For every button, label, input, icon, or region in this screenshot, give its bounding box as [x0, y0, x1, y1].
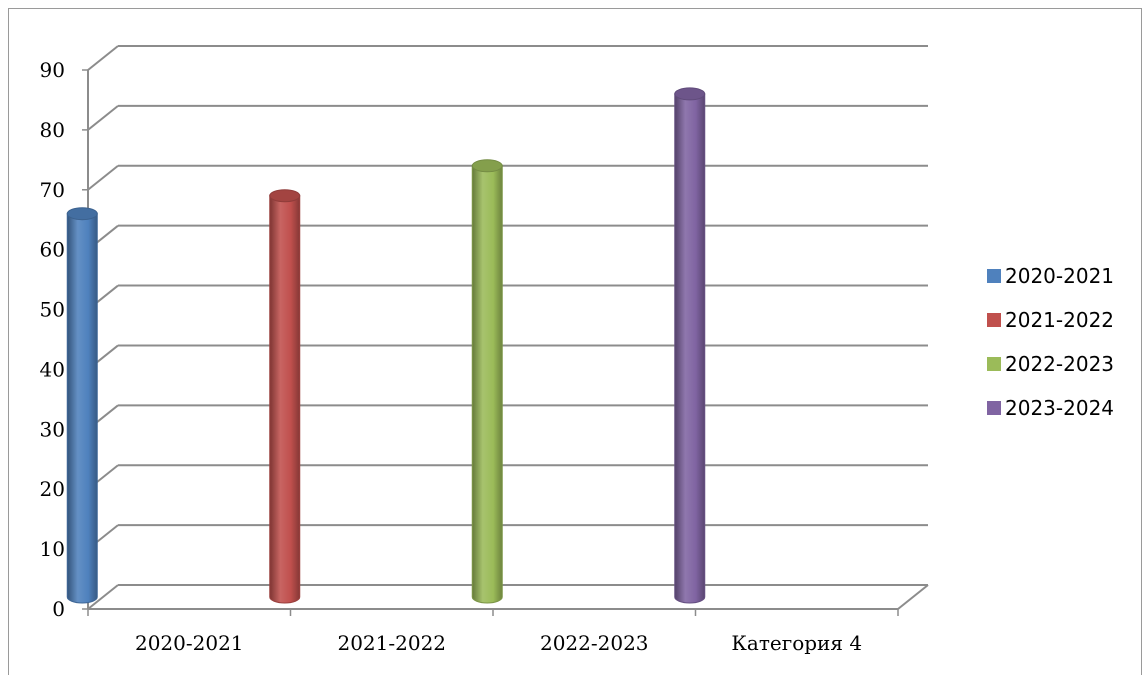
y-tick-label: 10 — [40, 537, 65, 561]
bars — [66, 87, 706, 604]
legend-swatch — [987, 269, 1001, 283]
gridline-connector — [87, 45, 119, 71]
floor-edge — [897, 584, 929, 610]
y-tick-label: 0 — [52, 597, 65, 621]
axes — [82, 69, 929, 616]
y-tick-label: 70 — [40, 178, 65, 202]
legend-label: 2023-2024 — [1005, 396, 1114, 420]
bar-body — [66, 213, 98, 604]
x-tick-label: 2020-2021 — [135, 631, 244, 655]
bar-body — [471, 165, 503, 604]
bar-top — [269, 189, 301, 203]
legend-swatch — [987, 401, 1001, 415]
chart-frame — [8, 8, 1142, 675]
y-tick-label: 90 — [40, 58, 65, 82]
bar — [471, 159, 503, 604]
x-axis-tick-labels: 2020-2021 2021-2022 2022-2023 Категория 4 — [135, 631, 862, 655]
legend-swatch — [987, 313, 1001, 327]
bar-body — [269, 195, 301, 604]
legend-label: 2021-2022 — [1005, 308, 1114, 332]
x-tick-label: Категория 4 — [731, 631, 862, 655]
y-axis-tick-labels: 0 10 20 30 40 50 60 70 80 90 — [40, 58, 65, 621]
bar-top — [471, 159, 503, 173]
bar — [269, 189, 301, 604]
y-tick-label: 50 — [40, 298, 65, 322]
legend-swatch — [987, 357, 1001, 371]
gridline-connector — [87, 164, 119, 191]
bar-body — [674, 93, 706, 604]
y-tick-label: 60 — [40, 238, 65, 262]
bar — [674, 87, 706, 604]
x-tick-label: 2022-2023 — [540, 631, 649, 655]
bar-top — [674, 87, 706, 101]
x-tick-label: 2021-2022 — [337, 631, 446, 655]
gridline-connector — [87, 105, 119, 131]
gridline-connector — [87, 584, 119, 610]
bar — [66, 207, 98, 604]
y-tick-label: 80 — [40, 118, 65, 142]
y-tick-label: 40 — [40, 357, 65, 381]
legend-label: 2020-2021 — [1005, 264, 1114, 288]
bar-top — [66, 207, 98, 221]
grid-lines — [87, 45, 928, 610]
legend: 2020-2021 2021-2022 2022-2023 2023-2024 — [987, 264, 1114, 420]
y-tick-label: 30 — [40, 417, 65, 441]
legend-label: 2022-2023 — [1005, 352, 1114, 376]
y-tick-label: 20 — [40, 477, 65, 501]
